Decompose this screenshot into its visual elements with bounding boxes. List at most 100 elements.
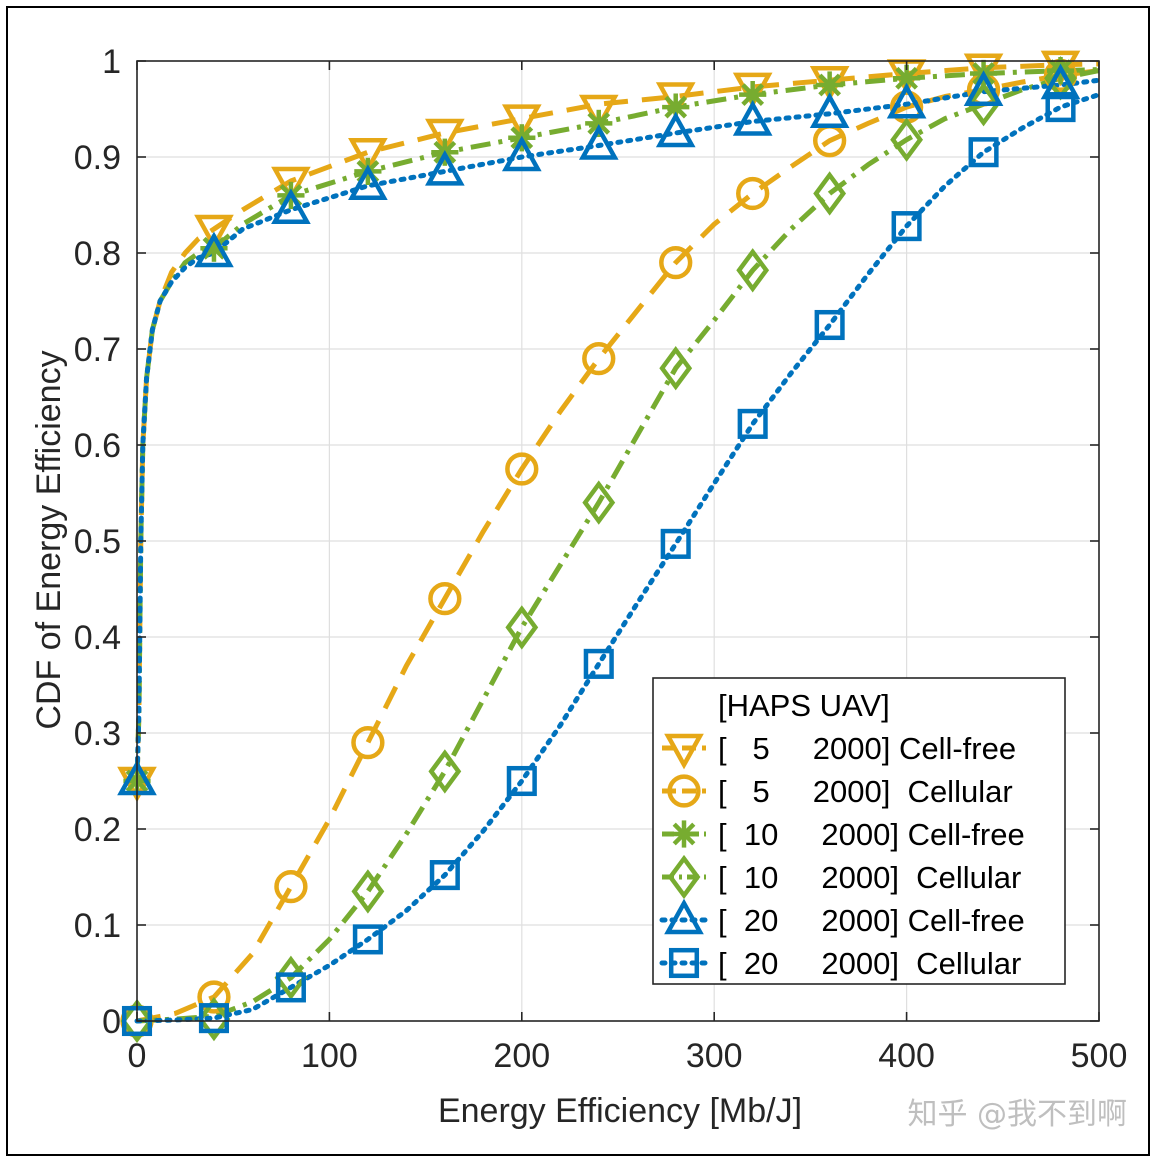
series-1-marker: [659, 245, 693, 280]
series-1-marker: [736, 176, 770, 211]
legend-marker-sample: [667, 854, 701, 900]
series-1-marker: [274, 869, 308, 904]
legend-entry: [ 5 2000] Cell-free: [662, 731, 1016, 770]
series-4-marker: [271, 188, 311, 225]
series-0-marker: [348, 137, 388, 174]
series-line-4: [134, 77, 1102, 784]
series-1-marker: [505, 452, 539, 486]
legend-marker-sample: [670, 820, 698, 848]
series-5-marker: [506, 765, 537, 797]
x-tick-label: 100: [301, 1037, 358, 1075]
legend-marker-sample: [667, 774, 701, 808]
legend-entry: [ 20 2000] Cell-free: [659, 898, 1025, 938]
series-0-marker: [271, 166, 311, 203]
series-3-marker: [967, 82, 1000, 127]
legend-entry: [ 20 2000] Cellular: [659, 946, 1021, 981]
legend-entry: [ 10 2000] Cellular: [662, 854, 1021, 900]
series-2-marker: [585, 109, 613, 137]
legend-marker-sample: [664, 898, 704, 935]
y-tick-label: 0.3: [74, 715, 121, 753]
legend-marker-sample: [668, 947, 700, 979]
y-tick-label: 1: [102, 43, 121, 81]
series-3-marker: [659, 346, 693, 391]
ticks: [136, 60, 1100, 1022]
series-5-marker: [968, 137, 999, 168]
series-0-marker: [578, 94, 619, 131]
series-1-marker: [351, 725, 385, 760]
series-1-marker: [197, 980, 231, 1014]
series-0-marker: [809, 65, 850, 102]
series-4-marker: [963, 70, 1004, 106]
series-4-marker: [348, 164, 388, 201]
legend-title: [HAPS UAV]: [718, 688, 890, 723]
figure-frame: [6, 6, 1150, 1156]
legend-label: [ 20 2000] Cell-free: [718, 903, 1025, 938]
y-tick-label: 0.6: [74, 427, 121, 465]
series-3-marker: [351, 869, 385, 914]
series-4-marker: [1040, 63, 1081, 100]
series-0-marker: [425, 118, 465, 155]
series-5-marker: [583, 648, 614, 679]
series-0-marker: [963, 53, 1004, 90]
x-tick-label: 400: [878, 1037, 935, 1075]
series-0-marker: [501, 104, 542, 141]
series-3-marker: [197, 996, 231, 1042]
series-3-marker: [505, 605, 539, 650]
series-5-marker: [429, 860, 460, 891]
legend-marker-sample: [664, 733, 704, 770]
y-axis-label: CDF of Energy Efficiency: [30, 350, 68, 729]
series-3-marker: [890, 117, 923, 162]
series-4-marker: [886, 82, 927, 119]
x-tick-label: 300: [686, 1037, 743, 1075]
y-tick-label: 0: [102, 1003, 121, 1041]
legend-entry: [ 10 2000] Cell-free: [662, 817, 1025, 852]
x-tick-label: 500: [1071, 1037, 1128, 1075]
watermark: 知乎 @我不到啊: [907, 1097, 1127, 1132]
series-5-marker: [814, 309, 845, 341]
x-tick-label: 200: [493, 1037, 550, 1075]
y-tick-label: 0.1: [74, 907, 121, 945]
series-4-marker: [501, 135, 542, 172]
y-tick-label: 0.4: [74, 619, 121, 657]
series-5-marker: [198, 1003, 230, 1034]
series-5-marker: [275, 972, 306, 1003]
series-line-5: [134, 92, 1102, 1024]
series-4-marker: [578, 124, 619, 160]
legend-entry: [ 5 2000] Cellular: [662, 774, 1013, 809]
series-line-0: [134, 61, 1100, 782]
series-5-marker: [1045, 92, 1076, 123]
series-3-marker: [582, 480, 616, 525]
y-tick-label: 0.9: [74, 139, 121, 177]
series-5-marker: [737, 408, 768, 439]
series-3-marker: [428, 749, 462, 794]
series-1-marker: [582, 341, 616, 376]
legend-entries: [ 5 2000] Cell-free [ 5 2000] Cellular [ 1…: [659, 731, 1025, 981]
legend-label: [ 10 2000] Cell-free: [718, 817, 1025, 852]
series-0-marker: [194, 214, 234, 251]
tick-labels: 0 100 200 300 400 500 0 0.1 0.2 0.3 0.4 0.5 0.6 0.7 0.…: [74, 43, 1128, 1075]
y-tick-label: 0.2: [74, 811, 121, 849]
series-5-marker: [352, 924, 383, 955]
series-3-marker: [120, 998, 154, 1044]
y-tick-label: 0.8: [74, 235, 121, 273]
series-5-marker: [660, 528, 691, 559]
legend-label: [ 5 2000] Cell-free: [718, 731, 1016, 766]
series-3-marker: [736, 248, 770, 293]
y-tick-label: 0.7: [74, 331, 121, 369]
series-3-marker: [274, 955, 308, 1000]
y-tick-label: 0.5: [74, 523, 121, 561]
series-4-marker: [194, 231, 234, 268]
series-4-marker: [655, 111, 696, 148]
series-3-marker: [813, 171, 847, 216]
series-4-marker: [425, 149, 465, 186]
legend: [HAPS UAV] [ 5 2000] Cell-free[ 5 2000] …: [652, 677, 1066, 985]
x-axis-label: Energy Efficiency [Mb/J]: [438, 1092, 802, 1130]
series-1-marker: [428, 581, 462, 616]
legend-label: [ 5 2000] Cellular: [718, 774, 1013, 809]
x-tick-label: 0: [128, 1037, 147, 1075]
legend-label: [ 10 2000] Cellular: [718, 860, 1021, 895]
series-4-marker: [732, 100, 773, 136]
series-4-marker: [809, 92, 850, 129]
series-5-marker: [891, 211, 922, 242]
